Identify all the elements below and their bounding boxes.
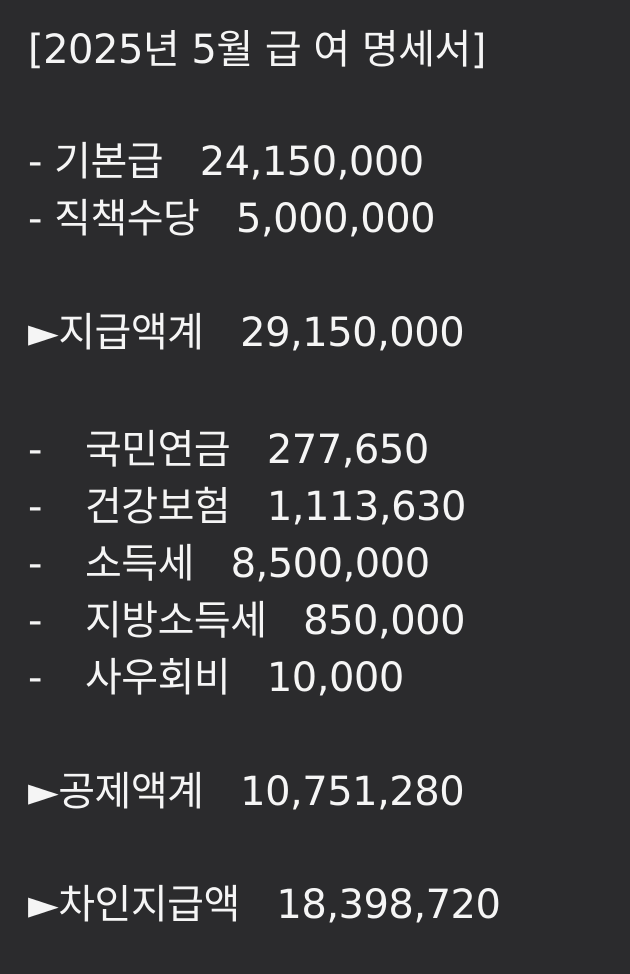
deduction-row-pension: - 국민연금 277,650 bbox=[28, 425, 429, 475]
deduction-amount: 277,650 bbox=[266, 427, 429, 473]
deduction-amount: 8,500,000 bbox=[230, 541, 431, 587]
deduction-label: 국민연금 bbox=[85, 427, 231, 473]
earning-row-position-allowance: - 직책수당 5,000,000 bbox=[28, 194, 436, 244]
dash: - bbox=[28, 541, 42, 587]
deduction-amount: 10,000 bbox=[266, 655, 404, 701]
dash: - bbox=[28, 655, 42, 701]
deduction-label: 지방소득세 bbox=[85, 598, 267, 644]
dash: - bbox=[28, 598, 42, 644]
net-pay-row: ►차인지급액 18,398,720 bbox=[28, 880, 501, 930]
net-pay-amount: 18,398,720 bbox=[276, 882, 501, 928]
dash: - bbox=[28, 484, 42, 530]
earning-amount: 5,000,000 bbox=[236, 196, 436, 242]
earning-label: - 직책수당 bbox=[28, 196, 200, 242]
deduction-amount: 1,113,630 bbox=[266, 484, 467, 530]
gross-total-amount: 29,150,000 bbox=[240, 310, 465, 356]
deduction-label: 건강보험 bbox=[85, 484, 231, 530]
deduction-row-income-tax: - 소득세 8,500,000 bbox=[28, 539, 430, 589]
deduction-total-row: ►공제액계 10,751,280 bbox=[28, 767, 465, 817]
earning-amount: 24,150,000 bbox=[199, 139, 425, 185]
gross-total-row: ►지급액계 29,150,000 bbox=[28, 308, 465, 358]
earning-label: - 기본급 bbox=[28, 139, 164, 185]
earning-row-base-salary: - 기본급 24,150,000 bbox=[28, 137, 424, 187]
deduction-row-local-income-tax: - 지방소득세 850,000 bbox=[28, 596, 466, 646]
gross-total-label: ►지급액계 bbox=[28, 310, 204, 356]
deduction-label: 소득세 bbox=[85, 541, 194, 587]
deduction-row-association-fee: - 사우회비 10,000 bbox=[28, 653, 404, 703]
dash: - bbox=[28, 427, 42, 473]
deduction-amount: 850,000 bbox=[303, 598, 466, 644]
payslip-title: [2025년 5월 급 여 명세서] bbox=[28, 27, 486, 73]
deduction-label: 사우회비 bbox=[85, 655, 231, 701]
net-pay-label: ►차인지급액 bbox=[28, 882, 240, 928]
deduction-row-health-insurance: - 건강보험 1,113,630 bbox=[28, 482, 466, 532]
deduction-total-amount: 10,751,280 bbox=[240, 769, 465, 815]
deduction-total-label: ►공제액계 bbox=[28, 769, 204, 815]
